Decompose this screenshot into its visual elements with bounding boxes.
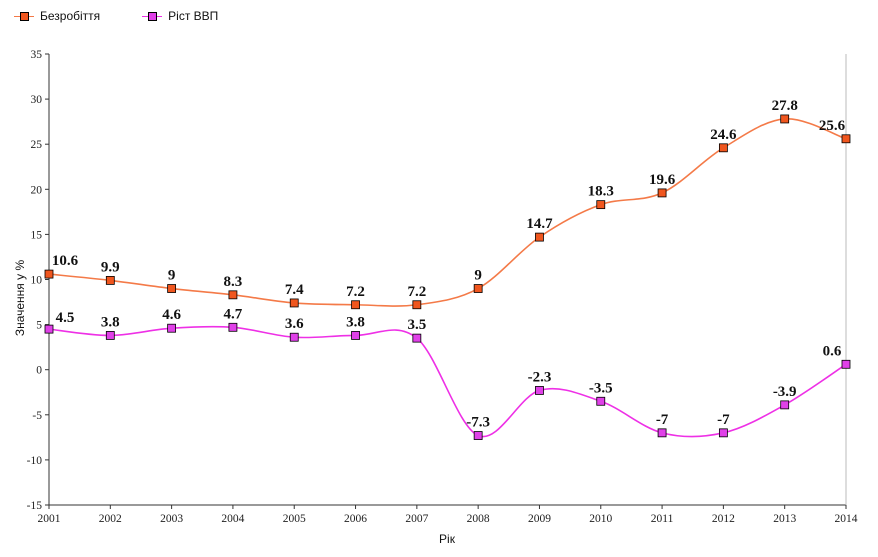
y-tick-label: 10 [31, 275, 43, 287]
x-tick-label: 2008 [467, 513, 490, 525]
data-label-gdp-growth: 3.5 [407, 317, 426, 333]
data-label-unemployment: 8.3 [224, 274, 243, 290]
y-tick-label: 30 [31, 94, 43, 106]
y-tick-label: -15 [27, 500, 43, 512]
x-tick-label: 2011 [651, 513, 674, 525]
data-point-unemployment [228, 290, 238, 300]
data-label-unemployment: 7.2 [346, 284, 365, 300]
data-point-gdp-growth [228, 322, 238, 332]
data-label-unemployment: 9.9 [101, 259, 120, 275]
data-point-gdp-growth [351, 331, 360, 340]
legend-item-gdp-growth: Ріст ВВП [142, 9, 218, 23]
y-axis-title: Значення у % [13, 260, 27, 337]
data-label-unemployment: 19.6 [649, 172, 676, 188]
data-point-gdp-growth [473, 431, 483, 440]
data-label-gdp-growth: 3.8 [346, 314, 365, 330]
data-label-gdp-growth: 0.6 [823, 343, 842, 359]
x-tick-label: 2005 [283, 513, 306, 525]
data-point-gdp-growth [780, 400, 790, 410]
legend-item-unemployment: Безробіття [14, 9, 100, 23]
data-point-unemployment [718, 143, 728, 153]
data-label-gdp-growth: 4.5 [56, 310, 75, 326]
data-label-gdp-growth: -7.3 [466, 415, 490, 431]
data-point-unemployment [535, 232, 544, 242]
data-point-unemployment [44, 269, 54, 279]
legend-label-unemployment: Безробіття [40, 9, 101, 23]
x-tick-label: 2003 [160, 513, 183, 525]
data-point-gdp-growth [289, 332, 299, 342]
x-tick-label: 2014 [835, 513, 858, 525]
chart-data-labels: 10.6 9.9 9 8.3 7.4 7.2 7.2 9 14.7 18.3 19.6 24.6 27.… [52, 98, 846, 431]
data-label-unemployment: 10.6 [52, 253, 79, 269]
data-label-unemployment: 7.2 [407, 284, 426, 300]
data-label-unemployment: 7.4 [285, 282, 304, 298]
data-label-unemployment: 18.3 [588, 184, 614, 200]
data-label-unemployment: 24.6 [710, 127, 737, 143]
y-tick-label: 0 [36, 365, 42, 377]
data-label-gdp-growth: -2.3 [528, 369, 552, 385]
data-point-gdp-growth [412, 333, 422, 343]
x-tick-label: 2013 [773, 513, 796, 525]
y-tick-label: 15 [31, 229, 43, 241]
data-point-gdp-growth [535, 386, 544, 395]
data-point-unemployment [105, 276, 115, 285]
x-tick-label: 2004 [221, 513, 244, 525]
x-tick-label: 2007 [405, 513, 428, 525]
y-tick-label: -10 [27, 455, 43, 467]
data-label-unemployment: 25.6 [819, 118, 846, 134]
y-tick-label: -5 [32, 410, 42, 422]
x-tick-label: 2006 [344, 513, 367, 525]
data-label-gdp-growth: 4.7 [224, 306, 243, 322]
data-label-unemployment: 9 [168, 268, 176, 284]
chart-axes: -15 -10 -5 0 5 10 15 20 25 30 35 2001 2002 2003 2004 20… [27, 49, 858, 525]
data-point-unemployment [167, 284, 177, 293]
x-tick-label: 2002 [99, 513, 122, 525]
data-label-gdp-growth: -7 [717, 412, 730, 428]
data-point-gdp-growth [596, 396, 606, 406]
data-point-unemployment [289, 298, 299, 308]
x-tick-label: 2012 [712, 513, 735, 525]
data-label-gdp-growth: 4.6 [162, 307, 181, 323]
x-tick-label: 2009 [528, 513, 551, 525]
data-point-gdp-growth [718, 428, 728, 438]
y-tick-label: 35 [31, 49, 43, 61]
data-point-gdp-growth [657, 428, 667, 438]
data-point-unemployment [473, 284, 483, 293]
y-tick-label: 20 [31, 184, 43, 196]
data-point-gdp-growth [841, 359, 851, 369]
legend-swatch-gdp-growth [142, 11, 163, 21]
data-point-unemployment [412, 300, 422, 310]
data-point-gdp-growth [167, 323, 177, 333]
data-point-gdp-growth [105, 331, 115, 340]
data-point-unemployment [351, 300, 360, 310]
data-point-unemployment [780, 114, 790, 124]
data-point-unemployment [596, 200, 606, 210]
data-point-gdp-growth [44, 324, 54, 334]
x-tick-label: 2001 [38, 513, 61, 525]
data-point-unemployment [657, 188, 667, 198]
chart-series [44, 114, 851, 440]
legend-label-gdp-growth: Ріст ВВП [168, 9, 219, 23]
data-label-unemployment: 14.7 [526, 216, 553, 232]
data-point-unemployment [841, 134, 851, 144]
chart-legend: Безробіття Ріст ВВП [14, 9, 218, 23]
data-label-gdp-growth: 3.8 [101, 314, 120, 330]
x-axis-title: Рік [439, 532, 456, 546]
data-label-gdp-growth: -3.5 [589, 380, 613, 396]
legend-swatch-unemployment [14, 11, 34, 21]
y-tick-label: 25 [31, 139, 43, 151]
data-label-gdp-growth: -3.9 [773, 384, 797, 400]
data-label-unemployment: 9 [474, 268, 482, 284]
data-label-gdp-growth: 3.6 [285, 316, 304, 332]
y-tick-label: 5 [36, 320, 42, 332]
x-tick-label: 2010 [589, 513, 612, 525]
data-label-unemployment: 27.8 [772, 98, 798, 114]
data-label-gdp-growth: -7 [656, 412, 669, 428]
